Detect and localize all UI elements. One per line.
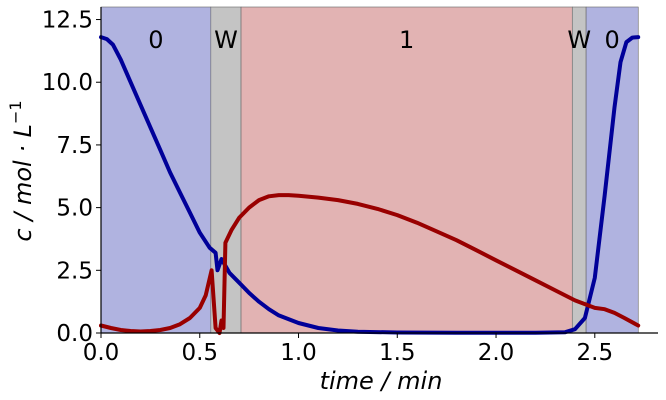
region-band <box>100 6 212 334</box>
x-tick-label: 2.0 <box>478 340 515 366</box>
region-band <box>571 6 587 334</box>
series-red-line <box>99 193 641 335</box>
region-label: 0 <box>605 26 620 54</box>
region-label: W <box>214 26 238 54</box>
y-ticks: 0.0 2.5 5.0 7.5 10.0 12.5 <box>42 8 101 347</box>
y-tick-label: 7.5 <box>56 133 93 159</box>
region-label: 1 <box>399 26 414 54</box>
x-tick-label: 0.0 <box>83 340 120 366</box>
y-axis-label: c / mol · L−1 <box>6 100 37 241</box>
x-axis-label: time / min <box>320 367 443 395</box>
y-tick-label: 12.5 <box>42 8 93 34</box>
y-tick-label: 2.5 <box>56 258 93 284</box>
region-label: 0 <box>148 26 163 54</box>
shaded-regions <box>100 6 639 334</box>
x-tick-label: 2.5 <box>577 340 614 366</box>
x-ticks: 0.0 0.5 1.0 1.5 2.0 2.5 <box>83 333 613 366</box>
y-tick-label: 5.0 <box>56 196 93 222</box>
y-axis-label-main: c / mol · L <box>9 124 37 242</box>
x-tick-label: 0.5 <box>181 340 218 366</box>
axes <box>100 7 658 334</box>
region-label: W <box>567 26 591 54</box>
region-band <box>240 6 573 334</box>
data-series <box>99 35 641 335</box>
x-tick-label: 1.0 <box>280 340 317 366</box>
y-tick-label: 0.0 <box>56 321 93 347</box>
series-blue-line <box>99 35 641 335</box>
x-tick-label: 1.5 <box>379 340 416 366</box>
y-tick-label: 10.0 <box>42 70 93 96</box>
y-axis-label-sup: −1 <box>6 100 25 124</box>
